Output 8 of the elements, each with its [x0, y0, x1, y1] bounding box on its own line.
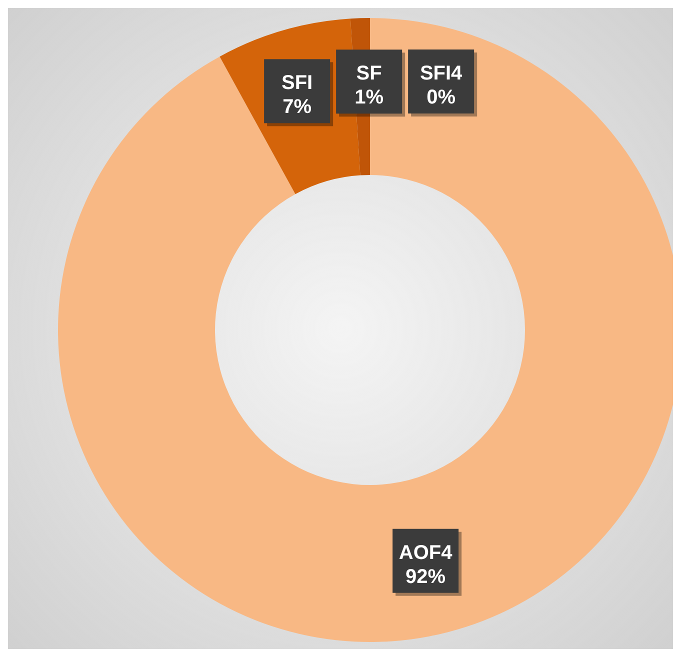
- slice-label: SFI: [282, 72, 313, 94]
- category-label: SFI4: [420, 62, 462, 84]
- data-label: 1%: [354, 86, 384, 109]
- data-label: 7%: [282, 96, 312, 118]
- text: 0%: [426, 86, 456, 108]
- data-label: 92%: [406, 566, 446, 588]
- slice-label: AOF4: [398, 542, 454, 564]
- slice-label: SF: [356, 62, 382, 85]
